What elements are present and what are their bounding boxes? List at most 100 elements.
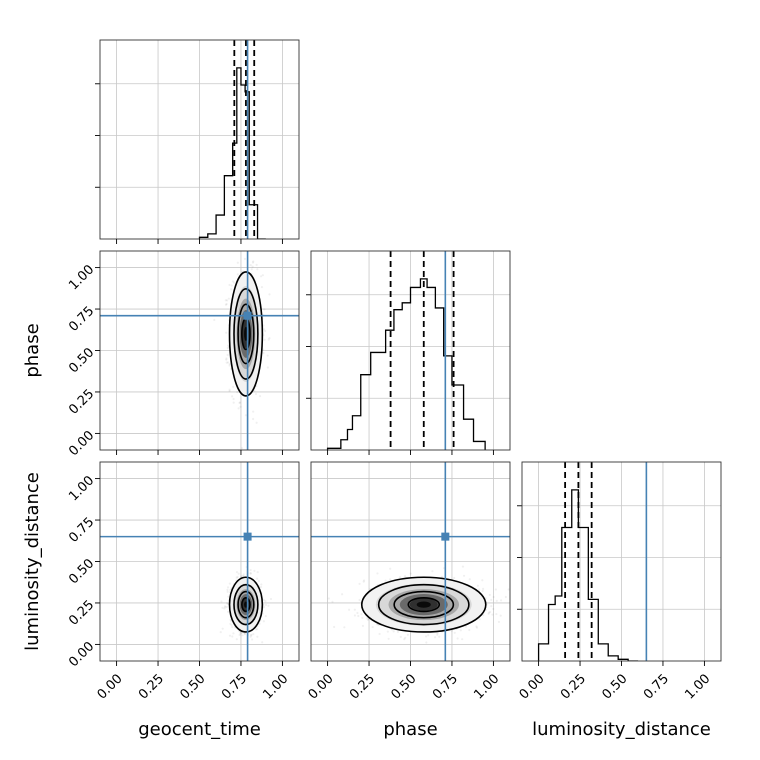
sample-point (225, 605, 228, 609)
sample-point (491, 613, 494, 616)
sample-point (227, 344, 230, 347)
sample-point (403, 574, 407, 578)
y-tick-label: 0.00 (66, 428, 97, 459)
sample-point (260, 275, 263, 278)
sample-point (225, 602, 229, 605)
sample-point (232, 385, 235, 388)
sample-point (236, 273, 239, 276)
contour-line (233, 288, 259, 380)
sample-point (228, 634, 232, 637)
sample-point (453, 631, 456, 634)
sample-point (232, 401, 235, 404)
sample-point (487, 612, 490, 615)
sample-point (256, 635, 259, 638)
x-tick-label: 0.75 (430, 671, 461, 702)
sample-point (251, 261, 255, 264)
sample-point (358, 598, 361, 602)
sample-point (264, 603, 268, 606)
sample-point (475, 625, 478, 628)
sample-point (399, 635, 402, 638)
sample-point (240, 447, 244, 450)
sample-point (225, 361, 228, 364)
sample-point (492, 607, 495, 611)
sample-point (243, 257, 247, 260)
sample-point (488, 610, 492, 614)
truth-marker (243, 311, 252, 320)
sample-point (251, 265, 254, 268)
sample-point (468, 628, 471, 632)
x-tick-label: 0.25 (136, 671, 167, 702)
sample-point (263, 308, 266, 311)
panel-luminosity_distance-luminosity_distance: 0.00 0.25 0.50 0.75 1.00 (517, 461, 722, 703)
sample-point (425, 641, 428, 644)
sample-point (261, 641, 264, 644)
x-tick-label: 0.00 (517, 671, 548, 702)
sample-point (260, 286, 264, 289)
sample-point (504, 595, 507, 599)
sample-point (499, 599, 503, 602)
sample-point (253, 569, 256, 573)
sample-point (361, 624, 365, 627)
histogram-luminosity_distance (537, 489, 639, 661)
sample-point (225, 302, 228, 306)
sample-point (231, 625, 234, 629)
sample-point (235, 571, 239, 574)
sample-point (427, 634, 430, 637)
sample-point (224, 303, 228, 306)
sample-point (226, 361, 230, 364)
sample-point (388, 578, 392, 581)
sample-point (360, 613, 363, 616)
sample-point (219, 631, 222, 634)
sample-point (224, 606, 227, 609)
x-tick-label: 0.25 (558, 671, 589, 702)
sample-point (252, 410, 255, 413)
sample-point (230, 284, 233, 287)
sample-point (436, 633, 439, 636)
sample-point (261, 274, 264, 277)
sample-point (262, 351, 265, 355)
sample-point (223, 605, 227, 608)
x-tick-label: 0.75 (219, 671, 250, 702)
sample-point (238, 633, 241, 637)
x-axis-label-luminosity_distance: luminosity_distance (532, 719, 711, 740)
sample-point (512, 601, 514, 603)
sample-point (267, 604, 270, 607)
sample-point (476, 584, 479, 587)
contour-line (407, 596, 441, 613)
sample-point (227, 297, 230, 300)
sample-point (258, 395, 262, 398)
sample-point (228, 283, 231, 287)
sample-point (254, 628, 258, 631)
sample-point (221, 606, 224, 609)
sample-point (481, 587, 485, 591)
sample-point (433, 636, 437, 639)
sample-point (264, 614, 267, 618)
sample-point (494, 588, 497, 591)
sample-point (237, 407, 240, 410)
sample-point (244, 632, 247, 635)
density-level (416, 601, 431, 608)
sample-point (229, 622, 232, 625)
panel-content (198, 40, 266, 239)
sample-point (221, 627, 224, 630)
sample-point (404, 636, 407, 639)
truth-marker (441, 532, 450, 541)
sample-point (268, 293, 271, 296)
sample-point (244, 414, 248, 417)
sample-point (227, 610, 230, 613)
sample-point (228, 364, 231, 367)
sample-point (236, 575, 239, 579)
sample-point (263, 338, 266, 341)
contour-line (360, 576, 487, 633)
sample-point (252, 417, 255, 421)
sample-point (228, 363, 231, 366)
sample-point (256, 570, 259, 574)
sample-point (228, 388, 231, 391)
sample-point (235, 638, 238, 641)
sample-point (228, 582, 231, 585)
sample-point (488, 593, 491, 597)
y-tick-label: 0.50 (66, 556, 97, 587)
sample-point (251, 638, 254, 641)
sample-point (230, 288, 233, 291)
